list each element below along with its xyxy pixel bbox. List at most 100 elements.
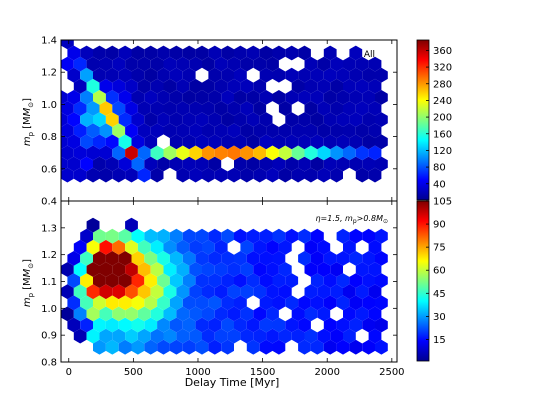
- hex-bin: [221, 339, 234, 355]
- hex-bin: [176, 306, 190, 322]
- hex-bin: [221, 295, 234, 311]
- hex-bin: [285, 90, 299, 105]
- hex-bin: [253, 56, 267, 72]
- hex-bin: [182, 90, 196, 105]
- hex-bin: [336, 251, 350, 266]
- hex-bin: [310, 67, 324, 83]
- hex-bin: [99, 78, 113, 94]
- x-tick-label: 1000: [185, 367, 210, 378]
- hex-bin: [202, 306, 215, 322]
- hex-bin: [259, 295, 273, 311]
- hex-bin: [144, 134, 158, 150]
- hex-bin: [227, 262, 241, 277]
- hex-bin: [144, 67, 158, 83]
- hex-bin: [99, 123, 113, 139]
- top-annotation: All: [364, 50, 375, 60]
- hex-bin: [131, 295, 145, 311]
- hex-bin: [234, 251, 247, 266]
- hex-bin: [169, 228, 183, 244]
- hex-bin: [266, 284, 279, 300]
- hex-bin: [80, 90, 93, 105]
- hex-bin: [99, 167, 113, 183]
- y-tick-label: 0.4: [41, 197, 57, 208]
- hex-bin: [291, 123, 305, 139]
- hex-bin: [375, 339, 388, 355]
- bottom-x-axis: 0 500 1000 1500 2000 2500: [66, 40, 405, 378]
- hex-bin: [368, 101, 382, 116]
- hex-bin: [202, 262, 215, 277]
- hex-bin: [368, 284, 382, 300]
- hex-bin: [343, 78, 356, 94]
- top-hexbin-layer: [61, 40, 388, 183]
- hex-bin: [310, 273, 324, 288]
- hex-bin: [86, 284, 100, 300]
- hex-bin: [150, 123, 164, 139]
- hex-bin: [131, 45, 145, 61]
- hex-bin: [304, 101, 318, 116]
- hex-bin: [86, 145, 100, 161]
- hex-bin: [304, 78, 318, 94]
- bottom-hexbin-layer: [61, 217, 388, 355]
- hex-bin: [304, 56, 318, 72]
- hex-bin: [310, 251, 324, 266]
- hex-bin: [362, 295, 375, 311]
- hex-bin: [202, 284, 215, 300]
- colorbar-tick-label: 200: [433, 113, 452, 124]
- hex-bin: [131, 156, 145, 172]
- hex-bin: [208, 90, 222, 105]
- hex-bin: [298, 90, 311, 105]
- colorbar-tick-label: 360: [433, 46, 452, 57]
- hex-bin: [259, 67, 273, 83]
- hex-bin: [80, 251, 93, 266]
- hex-bin: [253, 167, 267, 183]
- hex-bin: [86, 306, 100, 322]
- bottom-y-axis: 0.8 0.9 1.0 1.1 1.2 1.3: [41, 223, 397, 369]
- hex-bin: [298, 339, 311, 355]
- hex-bin: [214, 306, 228, 322]
- hex-bin: [208, 251, 222, 266]
- hex-bin: [240, 239, 254, 255]
- hex-bin: [214, 123, 228, 139]
- hex-bin: [86, 217, 100, 233]
- hex-bin: [266, 239, 279, 255]
- hex-bin: [80, 134, 93, 150]
- hex-bin: [208, 317, 222, 333]
- hex-bin: [169, 156, 183, 172]
- hex-bin: [298, 251, 311, 266]
- hex-bin: [61, 56, 74, 72]
- hex-bin: [375, 273, 388, 288]
- hex-bin: [144, 295, 158, 311]
- hex-bin: [375, 134, 388, 150]
- hex-bin: [285, 134, 299, 150]
- hex-bin: [61, 112, 68, 127]
- hex-bin: [272, 273, 286, 288]
- hex-bin: [112, 328, 126, 344]
- hex-bin: [310, 339, 324, 355]
- hex-bin: [163, 78, 177, 94]
- hex-bin: [67, 317, 81, 333]
- hex-bin: [112, 123, 126, 139]
- hex-bin: [80, 45, 93, 61]
- hex-bin: [343, 284, 356, 300]
- y-tick-label: 0.8: [41, 358, 57, 369]
- hex-bin: [304, 328, 318, 344]
- hex-bin: [131, 273, 145, 288]
- hex-bin: [176, 239, 190, 255]
- hex-bin: [291, 167, 305, 183]
- hex-bin: [144, 112, 158, 127]
- hex-bin: [375, 228, 388, 244]
- hex-bin: [310, 156, 324, 172]
- hex-bin: [202, 239, 215, 255]
- hex-bin: [86, 123, 100, 139]
- hex-bin: [99, 262, 113, 277]
- hex-bin: [67, 295, 81, 311]
- hex-bin: [285, 228, 299, 244]
- top-colorbar-ticks: 40 80 120 160 200 240 280 320 360: [426, 46, 452, 190]
- hex-bin: [259, 251, 273, 266]
- hex-bin: [246, 112, 260, 127]
- hex-bin: [112, 101, 126, 116]
- hex-bin: [330, 328, 343, 344]
- hex-bin: [246, 339, 260, 355]
- hex-bin: [189, 123, 202, 139]
